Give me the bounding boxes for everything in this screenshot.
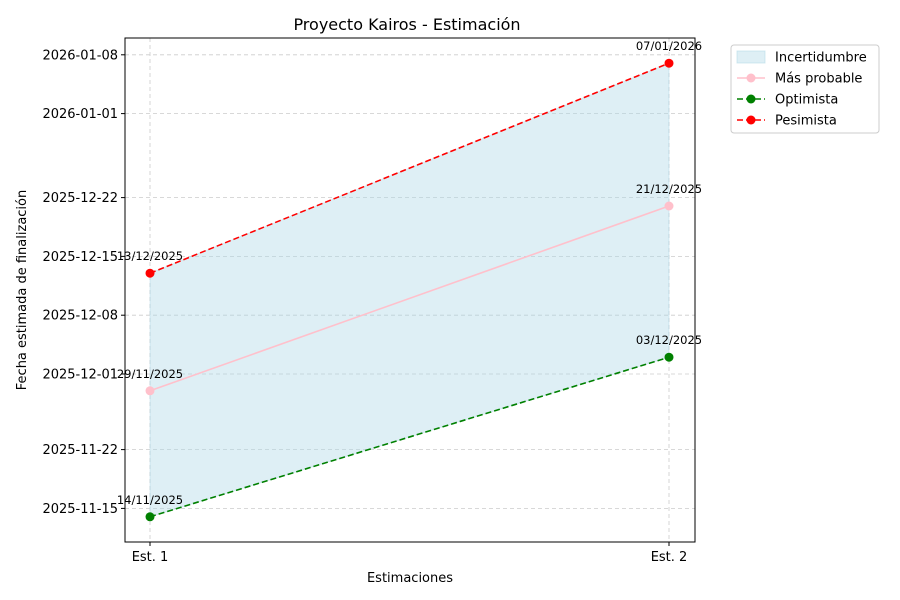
data-label: 13/12/2025 (117, 249, 183, 263)
legend-label: Incertidumbre (775, 51, 867, 66)
data-label: 14/11/2025 (117, 493, 183, 507)
legend-label: Más probable (775, 72, 862, 87)
legend-swatch-band (736, 50, 766, 64)
data-point (145, 268, 155, 278)
y-tick-label: 2025-12-01 (42, 368, 118, 383)
data-label: 07/01/2026 (636, 39, 702, 53)
x-axis: Est. 1 Est. 2 (132, 542, 688, 565)
legend-swatch-marker (746, 73, 756, 83)
legend-frame (730, 44, 880, 134)
y-tick-label: 2025-12-08 (42, 309, 118, 324)
data-label: 03/12/2025 (636, 333, 702, 347)
band-area (149, 62, 670, 518)
x-axis-title: Estimaciones (367, 571, 453, 586)
series-line (149, 205, 670, 392)
data-point (664, 58, 674, 68)
series-line (149, 356, 670, 518)
data-point (664, 201, 674, 211)
legend-label: Pesimista (775, 114, 837, 129)
legend-swatch-marker (746, 94, 756, 104)
y-tick-label: 2025-11-22 (42, 443, 118, 458)
plot-frame (124, 37, 696, 543)
chart-title: Proyecto Kairos - Estimación (293, 15, 520, 34)
y-tick-label: 2025-11-15 (42, 502, 118, 517)
y-tick-label: 2025-12-22 (42, 191, 118, 206)
uncertainty-band (149, 62, 670, 518)
legend-label: Optimista (775, 93, 838, 108)
legend: Incertidumbre Más probable Optimista Pesimi… (730, 44, 880, 134)
data-label: 21/12/2025 (636, 182, 702, 196)
series-line (149, 62, 670, 274)
legend-swatch-marker (746, 115, 756, 125)
data-point (145, 386, 155, 396)
y-axis: 2025-11-15 2025-11-22 2025-12-01 2025-12-08… (42, 48, 125, 517)
y-axis-title: Fecha estimada de finalización (15, 190, 30, 390)
x-tick-label: Est. 1 (132, 550, 169, 565)
y-tick-label: 2026-01-08 (42, 48, 118, 63)
x-tick-label: Est. 2 (651, 550, 688, 565)
y-tick-label: 2025-12-15 (42, 250, 118, 265)
data-point (664, 352, 674, 362)
data-label: 29/11/2025 (117, 367, 183, 381)
data-point (145, 512, 155, 522)
y-tick-label: 2026-01-01 (42, 107, 118, 122)
data-labels: 29/11/2025 21/12/2025 14/11/2025 03/12/2025… (117, 39, 702, 507)
series-lines (145, 58, 674, 522)
